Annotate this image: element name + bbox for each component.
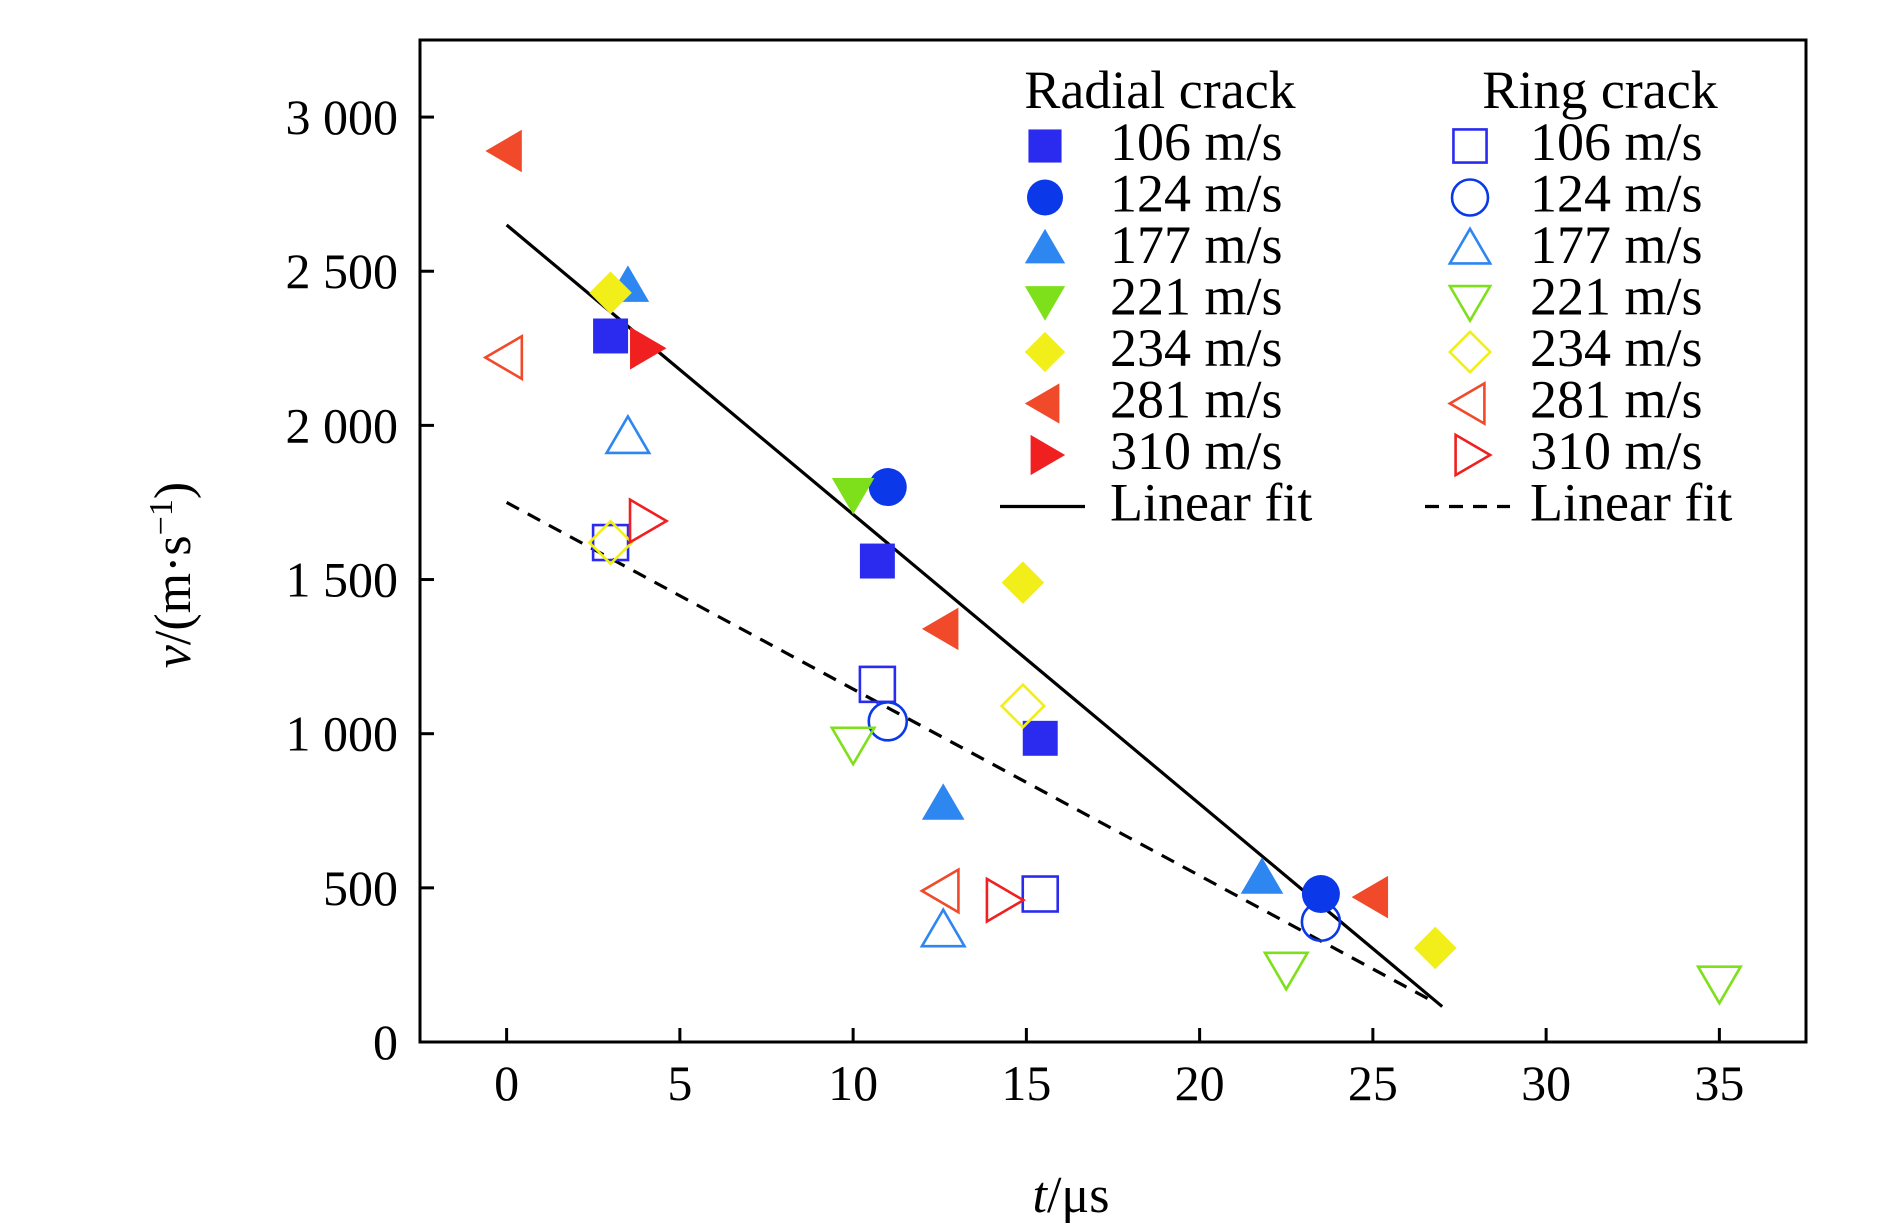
radial-data-point xyxy=(593,318,629,354)
ring-data-point xyxy=(858,665,897,704)
legend-entry-label: 310 m/s xyxy=(1110,421,1283,481)
x-tick-label: 10 xyxy=(828,1055,878,1111)
legend-marker xyxy=(1030,434,1066,476)
legend-marker xyxy=(1024,383,1060,424)
radial-data-point xyxy=(859,543,895,579)
ring-data-point xyxy=(919,867,960,915)
ring-data-point xyxy=(604,413,652,455)
radial-data-point xyxy=(831,478,875,515)
y-axis-close-paren: ) xyxy=(145,482,202,499)
legend-marker xyxy=(1450,178,1490,217)
legend-marker xyxy=(1027,179,1063,216)
legend-marker xyxy=(1028,129,1062,163)
y-tick-label: 2 500 xyxy=(286,243,399,299)
radial-data-point xyxy=(1001,561,1045,604)
y-tick-label: 3 000 xyxy=(286,89,399,145)
x-axis-title: t/μs xyxy=(1032,1167,1109,1224)
legend-entry-label: 281 m/s xyxy=(1110,370,1283,430)
ring-data-point xyxy=(1695,965,1743,1006)
legend-entry-label: 177 m/s xyxy=(1530,215,1703,275)
radial-data-point xyxy=(921,783,965,820)
radial-data-point xyxy=(1022,720,1058,756)
x-tick-label: 35 xyxy=(1694,1055,1744,1111)
legend-entry-label: 310 m/s xyxy=(1530,421,1703,481)
radial-data-point xyxy=(485,129,522,173)
y-axis-exponent: −1 xyxy=(143,499,180,535)
legend-entry-label: 234 m/s xyxy=(1110,318,1283,378)
legend-marker xyxy=(1448,330,1492,374)
ring-crack-fit-line xyxy=(505,501,1430,1001)
radial-data-point xyxy=(1413,926,1457,970)
y-tick-label: 500 xyxy=(323,860,398,916)
legend-marker xyxy=(1447,284,1493,324)
legend-entry-label: 221 m/s xyxy=(1110,267,1283,327)
ring-data-point xyxy=(985,876,1026,924)
y-axis-title: v/(m·s−1) xyxy=(143,482,203,668)
plot-frame xyxy=(418,38,1808,1044)
ring-data-point xyxy=(628,497,670,545)
legend-marker xyxy=(1447,381,1486,426)
legend-marker xyxy=(1024,331,1066,373)
legend-marker xyxy=(1024,286,1066,321)
radial-data-point xyxy=(589,271,632,315)
legend-title-radial: Radial crack xyxy=(1024,60,1295,120)
radial-data-point xyxy=(1240,857,1284,894)
legend-entry-label: 106 m/s xyxy=(1530,112,1703,172)
ring-data-point xyxy=(482,334,524,382)
x-tick-label: 15 xyxy=(1001,1055,1051,1111)
legend-entry-label: 281 m/s xyxy=(1530,370,1703,430)
legend-marker xyxy=(1447,226,1493,265)
legend-marker xyxy=(1024,228,1066,264)
ring-data-point xyxy=(591,523,630,562)
y-axis-unit: /(m·s xyxy=(145,535,202,645)
legend-entry-label: 124 m/s xyxy=(1530,164,1703,224)
y-tick-label: 1 000 xyxy=(286,706,399,762)
legend-entry-label: 106 m/s xyxy=(1110,112,1283,172)
ring-data-point xyxy=(999,682,1047,730)
ring-data-point xyxy=(867,701,909,742)
legend-marker xyxy=(1452,128,1488,164)
ring-data-point xyxy=(919,907,967,948)
radial-data-point xyxy=(630,327,667,370)
legend-fit-label: Linear fit xyxy=(1110,473,1312,533)
x-tick-label: 30 xyxy=(1521,1055,1571,1111)
legend-entry-label: 221 m/s xyxy=(1530,267,1703,327)
y-tick-label: 2 000 xyxy=(286,397,399,453)
legend-marker xyxy=(1454,432,1493,478)
legend-fit-label: Linear fit xyxy=(1530,473,1732,533)
plot-area: 0 5 10 15 20 25 30 35 0 500 1 000 1 500 2 000 2 500 3 … xyxy=(286,38,1808,1111)
x-tick-label: 0 xyxy=(494,1055,519,1111)
radial-data-point xyxy=(921,607,959,651)
ring-data-point xyxy=(1262,951,1310,992)
legend-entry-label: 124 m/s xyxy=(1110,164,1283,224)
ring-data-point xyxy=(1021,875,1060,913)
ring-data-point xyxy=(587,519,634,566)
legend-title-ring: Ring crack xyxy=(1482,60,1717,120)
ring-data-point xyxy=(829,726,877,767)
radial-data-point xyxy=(868,468,907,507)
x-axis-variable: t xyxy=(1032,1167,1048,1224)
legend-entry-label: 234 m/s xyxy=(1530,318,1703,378)
x-axis-unit: /μs xyxy=(1047,1167,1110,1224)
radial-data-point xyxy=(1301,875,1340,914)
y-tick-label: 0 xyxy=(373,1014,398,1070)
x-tick-label: 25 xyxy=(1348,1055,1398,1111)
radial-data-point xyxy=(1351,875,1389,919)
legend-entry-label: 177 m/s xyxy=(1110,215,1283,275)
ring-data-point xyxy=(1300,901,1342,943)
x-tick-label: 20 xyxy=(1175,1055,1225,1111)
radial-crack-fit-line xyxy=(505,223,1444,1008)
x-tick-label: 5 xyxy=(667,1055,692,1111)
y-axis-variable: v xyxy=(145,644,202,668)
y-tick-label: 1 500 xyxy=(286,552,399,608)
